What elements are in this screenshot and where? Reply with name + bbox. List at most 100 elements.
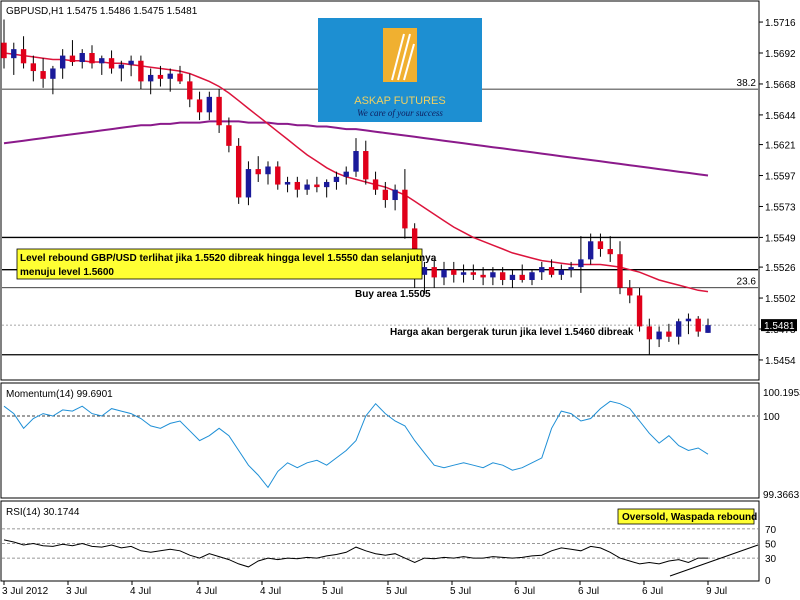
candle-bull (11, 49, 17, 59)
price-panel-frame (0, 0, 760, 381)
candle-bull (558, 269, 565, 275)
momentum-tick-label: 100 (763, 412, 780, 423)
logo-tagline: We care of your success (357, 108, 443, 118)
candle-bear (666, 331, 672, 337)
candle-bull (578, 259, 584, 268)
candle-bull (675, 321, 682, 337)
annotation-oversold-box (617, 508, 755, 525)
momentum-tick-label: 100.1953 (763, 388, 800, 399)
ma-purple-line (3, 120, 709, 177)
candle-bear (275, 166, 281, 185)
candle-bull (284, 181, 291, 185)
time-tick-label: 6 Jul (514, 586, 535, 597)
annotation-oversold-text: Oversold, Waspada rebound (622, 512, 757, 523)
rsi-indicator: 70 50 30 0 (2, 525, 777, 587)
price-tick-label: 1.5502 (765, 294, 796, 305)
candle-bear (30, 63, 37, 72)
price-tick-label: 1.5668 (765, 80, 796, 91)
candle-bull (147, 74, 154, 82)
candle-bull (441, 269, 447, 278)
rsi-tick-label: 70 (765, 525, 777, 536)
candle-bull (118, 64, 125, 69)
candle-bull (685, 318, 692, 322)
candle-bull (460, 272, 467, 275)
candle-bear (108, 58, 115, 69)
time-tick-label: 5 Jul (322, 586, 343, 597)
rsi-panel-frame (0, 500, 760, 582)
candle-bear (314, 184, 320, 188)
candle-bear (255, 169, 261, 175)
candle-bull (99, 58, 105, 64)
candle-bear (636, 295, 643, 327)
time-tick-label: 3 Jul (66, 586, 87, 597)
time-tick-label: 6 Jul (578, 586, 599, 597)
candle-bull (343, 171, 349, 177)
rsi-line (3, 539, 708, 568)
annotation-oversold: Oversold, Waspada rebound (617, 508, 757, 525)
candle-bear (196, 99, 203, 113)
candle-bear (177, 73, 183, 82)
annotation-rebound-box (16, 248, 423, 280)
level-label: 38.2 (737, 78, 757, 89)
momentum-line (3, 400, 709, 489)
candle-bull (323, 181, 330, 188)
candle-bear (226, 125, 232, 146)
logo-stripes-icon (391, 33, 415, 81)
candle-bull (353, 151, 359, 172)
price-tick-label: 1.5644 (765, 111, 796, 122)
candle-bear (402, 189, 408, 229)
rsi-tick-label: 50 (765, 540, 777, 551)
candle-bear (372, 179, 379, 190)
price-tick-label: 1.5549 (765, 233, 796, 244)
candle-bull (509, 274, 516, 280)
candle-bear (187, 81, 193, 100)
price-tick-label: 1.5454 (765, 356, 796, 367)
candle-bear (480, 274, 486, 278)
candle-bear (20, 49, 27, 64)
candle-bear (499, 272, 506, 280)
candle-bull (59, 55, 66, 69)
current-price-tag: 1.5481 (761, 319, 797, 332)
candle-bear (1, 42, 7, 59)
logo-text: ASKAP FUTURES (354, 95, 446, 107)
candle-bull (304, 184, 310, 190)
candle-bull (79, 53, 85, 63)
price-tick-label: 1.5597 (765, 172, 796, 183)
time-tick-label: 4 Jul (260, 586, 281, 597)
rsi-trend-line (669, 544, 759, 577)
candle-bear (627, 287, 633, 296)
candle-bull (265, 166, 271, 175)
momentum-tick-label: 99.3663 (763, 490, 800, 501)
candle-bear (69, 55, 76, 63)
momentum-panel-frame (0, 382, 760, 499)
candle-bull (568, 267, 574, 270)
candle-bear (363, 151, 369, 180)
candle-bear (617, 254, 623, 288)
candle-bull (529, 272, 535, 280)
time-tick-label: 4 Jul (130, 586, 151, 597)
candle-bear (138, 60, 144, 82)
candle-bull (539, 267, 545, 273)
annotation-rebound-text: Level rebound GBP/USD terlihat jika 1.55… (20, 253, 439, 278)
candle-bear (235, 145, 242, 198)
candle-bear (597, 241, 604, 250)
candle-bull (587, 241, 594, 260)
time-tick-label: 9 Jul (706, 586, 727, 597)
rsi-tick-label: 0 (765, 576, 771, 587)
candle-bull (206, 96, 213, 113)
level-label: 23.6 (737, 277, 757, 288)
annotation-rebound: Level rebound GBP/USD terlihat jika 1.55… (16, 248, 439, 280)
candle-bear (607, 249, 613, 255)
price-tick-label: 1.5692 (765, 49, 796, 60)
time-tick-label: 3 Jul 2012 (2, 586, 49, 597)
candle-bear (470, 272, 477, 275)
time-tick-label: 5 Jul (386, 586, 407, 597)
candle-bull (245, 169, 252, 198)
candle-bear (294, 181, 301, 190)
candle-bull (333, 176, 340, 182)
price-tick-label: 1.5716 (765, 18, 796, 29)
rsi-label: RSI(14) 30.1744 (6, 507, 80, 518)
symbol-header: GBPUSD,H1 1.5475 1.5486 1.5475 1.5481 (6, 6, 198, 17)
rsi-tick-label: 30 (765, 554, 777, 565)
